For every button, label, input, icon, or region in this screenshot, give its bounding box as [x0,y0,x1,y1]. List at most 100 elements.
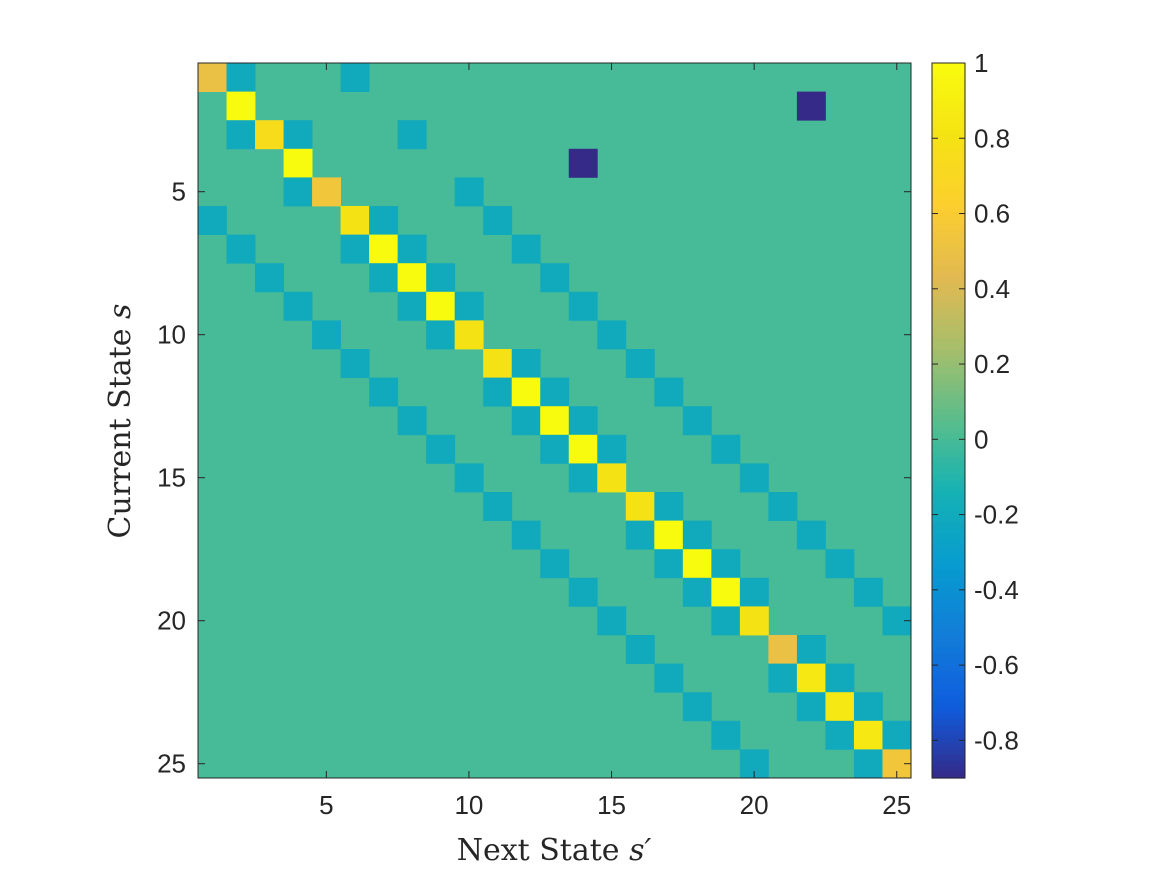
colorbar-segment [932,223,965,231]
heatmap-cell-r19-c24 [853,577,883,607]
colorbar-segment [932,110,965,118]
y-axis-ticks: 5 10 15 20 25 [157,177,911,779]
heatmap-cell-r9-c14 [568,291,598,321]
colorbar-segment [932,760,965,767]
colorbar-segment [932,63,965,70]
colorbar-segment [932,86,965,94]
colorbar-segment [932,664,965,672]
colorbar-segment [932,194,965,201]
colorbar-segment [932,575,965,582]
heatmap-cell-r17-c17 [654,520,684,550]
heatmap-cell-r17-c16 [625,520,655,550]
heatmap-cell-r19-c18 [682,577,712,607]
heatmap-cell-r22-c22 [796,663,826,693]
colorbar-segment [932,170,965,177]
colorbar-segment [932,158,965,165]
colorbar-segment [932,372,965,380]
colorbar-segment [932,229,965,237]
colorbar-segment [932,503,965,511]
heatmap-cell-r22-c23 [825,663,855,693]
heatmap-cell-r13-c8 [397,406,427,436]
colorbar-segment [932,152,965,159]
heatmap-cell-r12-c11 [483,377,513,407]
colorbar-segment [932,629,965,636]
colorbar-segment [932,611,965,618]
colorbar-segment [932,617,965,624]
colorbar-segment [932,605,965,612]
colorbar-segment [932,742,965,749]
colorbar-segment [932,468,965,475]
colorbar-segment [932,426,965,434]
heatmap-cell-r12-c17 [654,377,684,407]
y-tick-label: 10 [157,320,186,350]
colorbar-ticks: 1 0.8 0.6 0.4 0.2 0 -0.2 -0.4 -0.6 -0.8 [932,48,1019,755]
colorbar-segment [932,217,965,225]
colorbar-tick-label: -0.4 [974,575,1019,605]
colorbar-segment [932,539,965,547]
colorbar-segment [932,706,965,714]
colorbar-segment [932,349,965,356]
colorbar-segment [932,211,965,219]
heatmap-cell-r11-c12 [511,349,541,378]
colorbar-segment [932,176,965,183]
heatmap-cell-r10-c15 [597,320,627,350]
x-axis-label: Next State s′ [457,833,652,868]
heatmap-cell-r22-c21 [768,663,798,693]
y-tick-label: 20 [157,606,186,636]
colorbar-segment [932,331,965,338]
colorbar-segment [932,635,965,642]
heatmap-cell-r5-c10 [454,177,484,207]
colorbar-segment [932,206,965,213]
heatmap-cell-r4-c4 [283,148,313,178]
colorbar-segment [932,712,965,720]
colorbar-tick-label: 0.4 [974,274,1010,304]
x-axis-symbol: s′ [629,833,651,868]
colorbar-segment [932,694,965,702]
heatmap-cell-r18-c17 [654,549,684,579]
heatmap-cell-r13-c12 [511,406,541,436]
heatmap-cell-r2-c2 [226,91,256,121]
colorbar-segment [932,378,965,386]
colorbar-segment [932,253,965,261]
heatmap-cell-r23-c18 [682,692,712,722]
heatmap-cell-r18-c18 [682,549,712,579]
heatmap-cell-r15-c15 [597,463,627,493]
colorbar-segment [932,486,965,493]
colorbar-segment [932,360,965,368]
colorbar-tick-label: 0 [974,424,988,454]
heatmap-cell-r10-c10 [454,320,484,350]
colorbar-segment [932,408,965,416]
colorbar-segment [932,640,965,648]
colorbar-segment [932,295,965,302]
colorbar-segment [932,670,965,678]
colorbar-segment [932,414,965,422]
colorbar-segment [932,80,965,88]
colorbar-segment [932,533,965,541]
heatmap-cell-r8-c7 [369,263,399,293]
colorbar-segment [932,247,965,255]
heatmap-cell-r13-c18 [682,406,712,436]
heatmap-cell-r18-c23 [825,549,855,579]
colorbar-segment [932,74,965,82]
colorbar-segment [932,325,965,332]
plot-frame [197,62,912,779]
heatmap-cell-r6-c1 [198,206,227,235]
colorbar-tick-label: -0.8 [974,725,1019,755]
heatmap-cell-r7-c12 [511,234,541,264]
heatmap-cell-r11-c11 [483,349,513,378]
heatmap-cell-r3-c3 [255,120,284,150]
heatmap-cell-r15-c20 [739,463,769,493]
colorbar-segment [932,724,965,731]
heatmap-cell-r7-c2 [226,234,256,264]
heatmap-cell-r9-c9 [426,291,456,321]
heatmap-cell-r23-c23 [825,692,855,722]
heatmap-cell-r13-c13 [540,406,570,436]
colorbar-segment [932,736,965,743]
heatmap-cell-r24-c25 [882,720,912,750]
colorbar-segment [932,182,965,189]
colorbar-segment [932,688,965,696]
heatmap-cell-r9-c4 [283,291,313,321]
heatmap-cell-r9-c10 [454,291,484,321]
heatmap-cell-r14-c19 [711,434,741,464]
colorbar-segment [932,271,965,279]
